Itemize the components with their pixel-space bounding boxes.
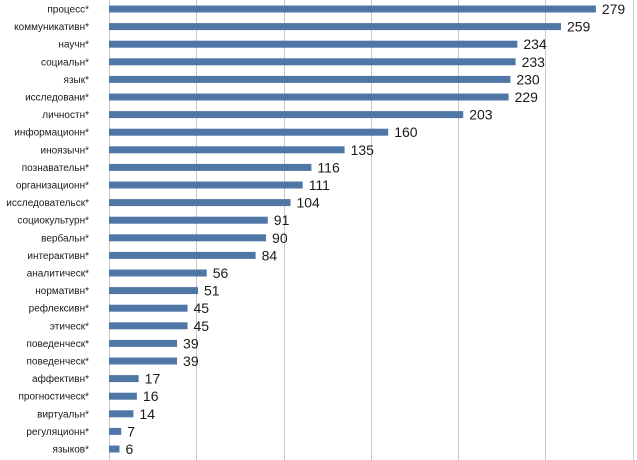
category-label: процесс*: [47, 5, 89, 16]
bar: [109, 427, 122, 435]
bar: [109, 199, 291, 207]
value-label: 135: [351, 142, 375, 158]
category-label: познавательн*: [22, 163, 89, 174]
bar: [109, 40, 518, 48]
bars: [109, 5, 596, 453]
category-label: нормативн*: [35, 286, 89, 297]
category-label: языков*: [53, 445, 90, 456]
bar: [109, 93, 509, 101]
value-label: 111: [309, 177, 330, 193]
value-label: 39: [183, 335, 199, 351]
value-label: 14: [139, 406, 155, 422]
category-label: поведенческ*: [27, 339, 90, 350]
bar: [109, 146, 345, 154]
bar: [109, 181, 303, 189]
category-label: регуляционн*: [26, 427, 89, 438]
category-label: социальн*: [41, 57, 89, 68]
value-label: 233: [522, 54, 546, 70]
value-label: 56: [213, 265, 229, 281]
bar: [109, 304, 188, 312]
category-label: личностн*: [42, 110, 89, 121]
category-label: иноязычн*: [41, 145, 90, 156]
bar: [109, 128, 389, 136]
value-label: 91: [274, 212, 290, 228]
category-label: исследовательск*: [6, 198, 89, 209]
value-label: 90: [272, 230, 288, 246]
category-label: интерактивн*: [27, 251, 89, 262]
bar: [109, 234, 267, 242]
bar: [109, 23, 561, 31]
value-label: 45: [194, 318, 210, 334]
bar: [109, 251, 256, 259]
category-label: коммуникативн*: [14, 22, 89, 33]
bar: [109, 216, 268, 224]
value-label: 6: [125, 441, 133, 457]
category-label: организационн*: [16, 181, 89, 192]
bar: [109, 392, 137, 400]
value-label: 17: [145, 371, 161, 387]
value-label: 16: [143, 388, 159, 404]
bar: [109, 163, 312, 171]
value-label: 51: [204, 283, 220, 299]
category-label: аналитическ*: [27, 269, 89, 280]
bar: [109, 445, 120, 453]
value-label: 39: [183, 353, 199, 369]
value-label: 104: [296, 195, 320, 211]
category-label: аффективн*: [32, 373, 89, 385]
bar: [109, 339, 178, 347]
category-label: виртуальн*: [37, 409, 89, 420]
category-label: научн*: [58, 40, 89, 51]
bar: [109, 111, 464, 119]
value-label: 259: [567, 19, 591, 35]
category-label: исследовани*: [25, 93, 89, 104]
value-label: 84: [262, 247, 278, 263]
category-label: вербальн*: [41, 232, 89, 244]
value-label: 279: [602, 1, 626, 17]
value-label: 45: [194, 300, 210, 316]
bar: [109, 357, 178, 365]
category-label: социокультурн*: [17, 216, 89, 227]
value-label: 7: [127, 423, 135, 439]
category-label: этическ*: [50, 321, 89, 332]
gridlines: [109, 0, 634, 460]
bar: [109, 322, 188, 330]
bar: [109, 410, 134, 418]
bar: [109, 5, 596, 13]
bar: [109, 287, 198, 295]
value-label: 116: [317, 159, 340, 175]
bar: [109, 375, 139, 383]
category-label: рефлексивн*: [29, 303, 89, 315]
category-label: информационн*: [14, 127, 89, 139]
value-label: 203: [469, 107, 493, 123]
category-labels: процесс* коммуникативн* научн* социальн* язы…: [6, 5, 89, 456]
category-label: язык*: [64, 75, 90, 86]
bar: [109, 75, 511, 83]
bar: [109, 58, 516, 66]
category-label: прогностическ*: [19, 392, 90, 403]
bar: [109, 269, 207, 277]
value-label: 160: [394, 124, 418, 140]
category-label: поведенческ*: [27, 357, 90, 368]
value-label: 229: [515, 89, 539, 105]
value-label: 234: [523, 36, 547, 52]
value-label: 230: [516, 71, 540, 87]
